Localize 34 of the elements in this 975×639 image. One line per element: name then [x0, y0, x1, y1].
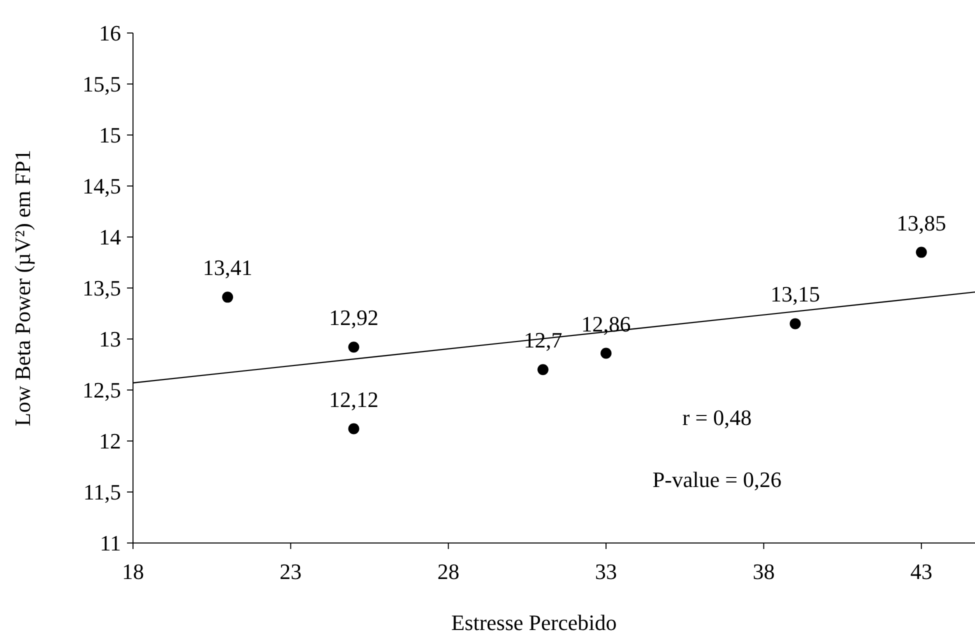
data-label: 13,85: [896, 210, 946, 236]
x-tick-label: 23: [280, 559, 302, 584]
annotation: P-value = 0,26: [652, 467, 782, 492]
point: [348, 423, 360, 434]
y-tick-label: 14,5: [82, 174, 121, 199]
x-tick-label: 18: [122, 559, 144, 584]
y-tick-label: 16: [99, 20, 121, 46]
y-tick-label: 11: [100, 530, 121, 556]
y-tick-label: 14: [99, 224, 121, 250]
y-tick-label: 13,5: [82, 276, 121, 301]
y-tick-label: 11,5: [83, 480, 121, 505]
point: [537, 364, 548, 376]
data-label: 13,15: [770, 282, 820, 307]
point: [790, 318, 801, 330]
point: [348, 342, 360, 353]
point: [600, 348, 612, 359]
y-tick-label: 15: [99, 122, 121, 148]
y-tick-label: 12: [99, 428, 121, 454]
x-tick-label: 38: [752, 559, 775, 584]
x-tick-label: 28: [437, 559, 460, 584]
annotation: r = 0,48: [682, 405, 752, 430]
y-axis-title: Low Beta Power (µV²) em FP1: [10, 150, 35, 426]
x-tick-label: 33: [595, 559, 618, 584]
y-tick-label: 12,5: [82, 378, 121, 403]
data-label: 12,86: [581, 311, 631, 336]
data-label: 12,92: [329, 305, 378, 330]
data-label: 13,41: [202, 255, 252, 280]
x-axis-title: Estresse Percebido: [451, 610, 617, 635]
point: [222, 292, 234, 303]
point: [916, 246, 927, 258]
y-tick-label: 15,5: [82, 72, 121, 97]
data-label: 12,12: [329, 386, 378, 412]
y-tick-label: 13: [99, 326, 121, 352]
x-tick-label: 43: [910, 559, 932, 584]
